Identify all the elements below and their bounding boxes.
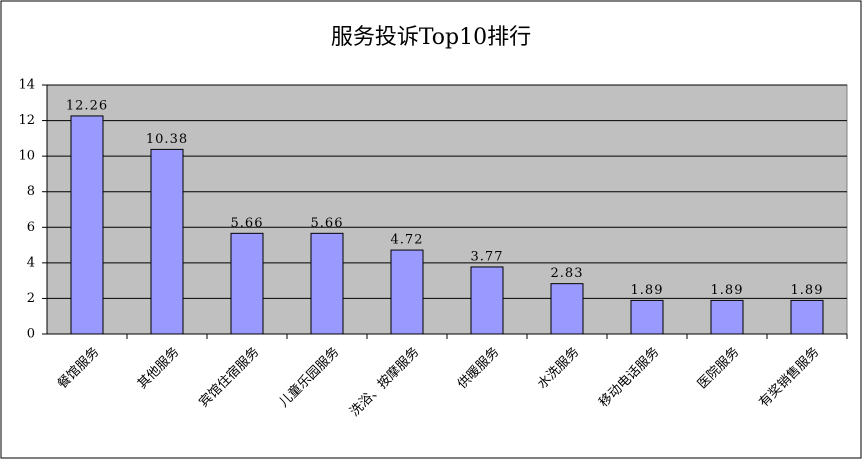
bar xyxy=(230,232,264,335)
bar xyxy=(390,249,424,335)
data-label: 1.89 xyxy=(711,283,744,298)
y-tick-label: 0 xyxy=(27,327,35,342)
data-label: 4.72 xyxy=(391,233,424,248)
y-tick-label: 14 xyxy=(18,78,35,93)
data-label: 12.26 xyxy=(66,98,108,113)
bar xyxy=(630,299,664,335)
y-tick-label: 12 xyxy=(18,113,35,128)
chart-title: 服务投诉Top10排行 xyxy=(331,25,531,50)
bar xyxy=(70,115,104,335)
y-tick-label: 8 xyxy=(27,184,35,199)
bar xyxy=(550,283,584,335)
data-label: 1.89 xyxy=(791,283,824,298)
y-tick-label: 4 xyxy=(27,255,35,270)
data-label: 10.38 xyxy=(146,132,188,147)
bar xyxy=(150,148,184,335)
bar xyxy=(790,299,824,335)
bar xyxy=(470,266,504,335)
y-tick-label: 6 xyxy=(27,220,35,235)
data-label: 5.66 xyxy=(311,216,344,231)
bar xyxy=(710,299,744,335)
y-tick-label: 10 xyxy=(18,149,35,164)
data-label: 5.66 xyxy=(231,216,264,231)
data-label: 3.77 xyxy=(471,249,504,264)
data-label: 1.89 xyxy=(631,283,664,298)
y-tick-label: 2 xyxy=(27,291,35,306)
data-label: 2.83 xyxy=(551,266,584,281)
bar xyxy=(310,232,344,335)
